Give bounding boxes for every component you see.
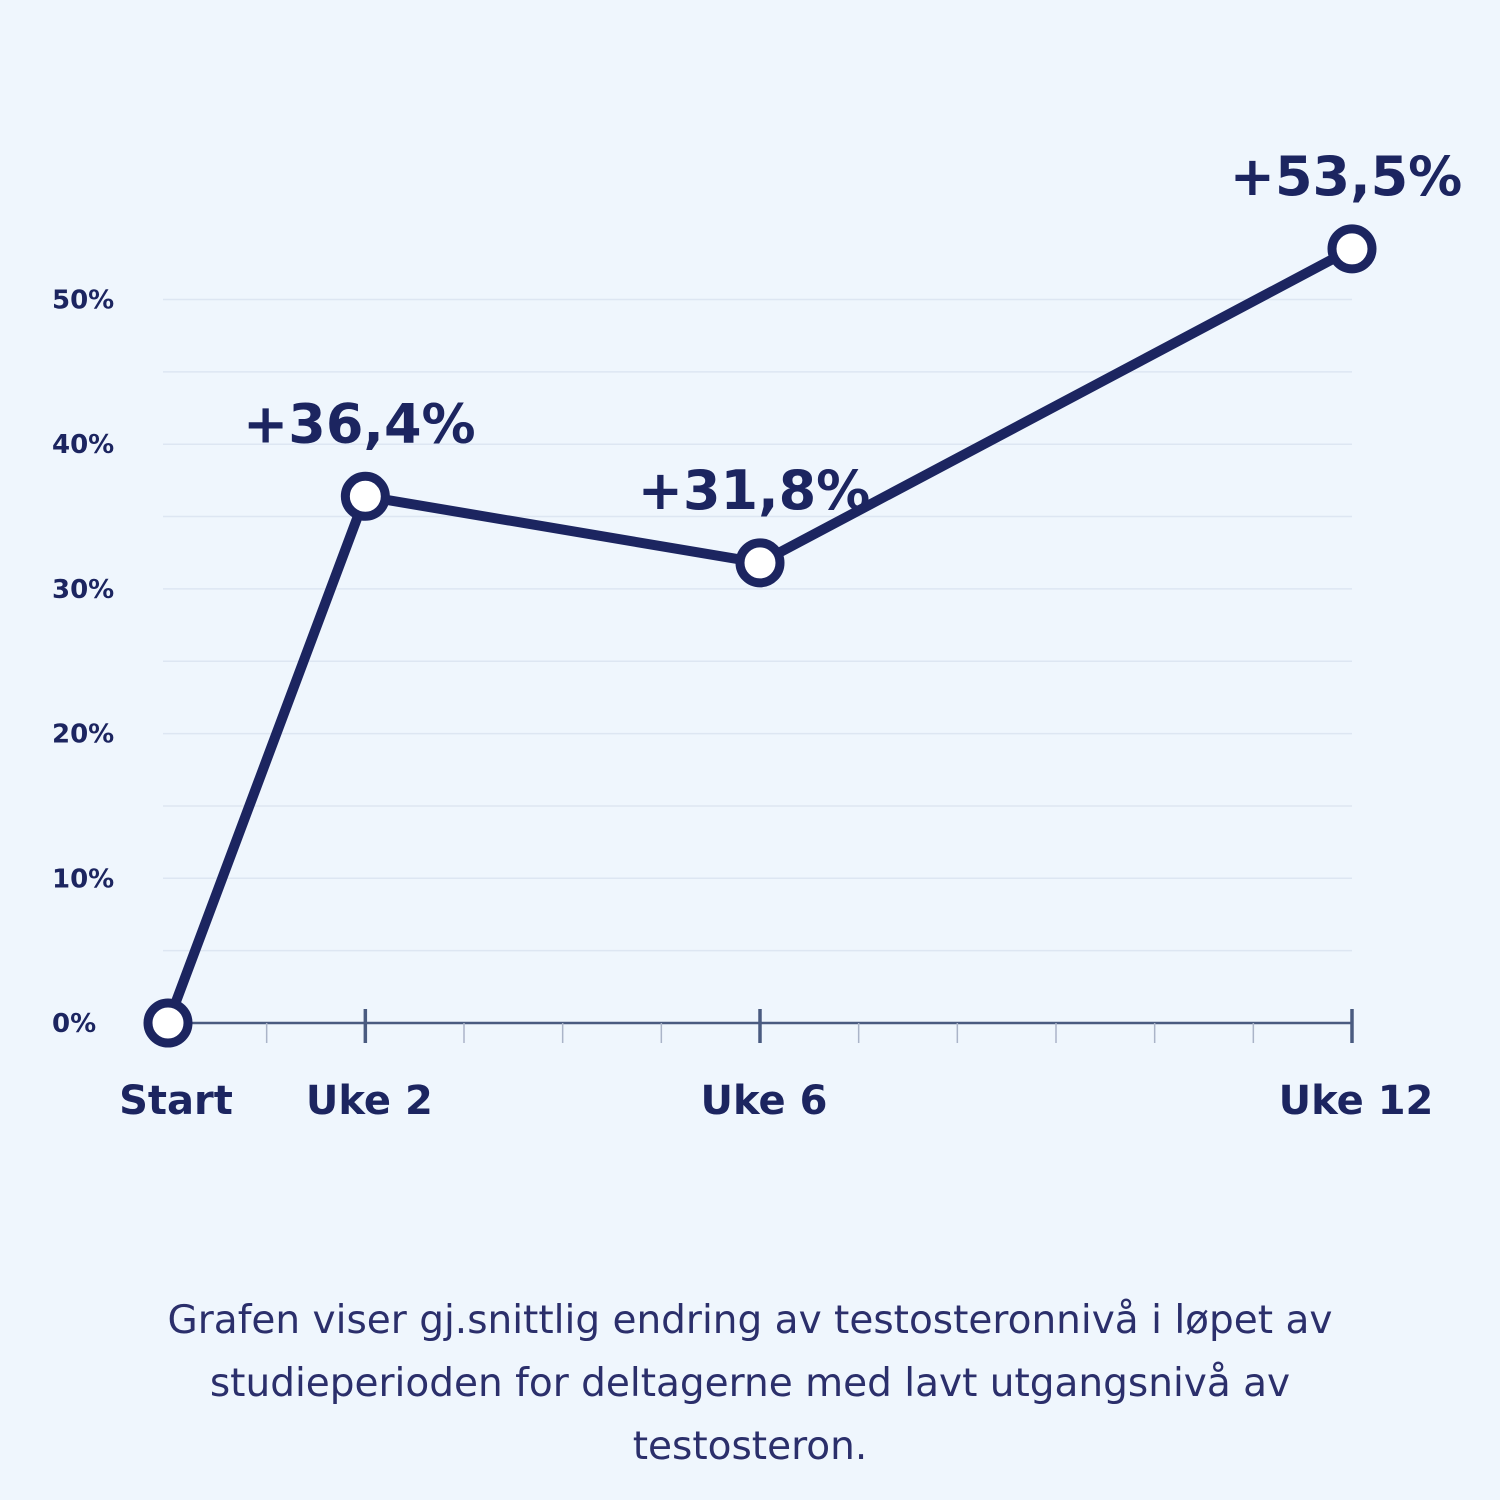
data-points [143,224,1377,1048]
data-label: +36,4% [243,392,476,455]
data-labels: +36,4% +31,8% +53,5% [243,145,1462,522]
x-axis-labels: Start Uke 2 Uke 6 Uke 12 [119,1078,1433,1124]
data-label: +53,5% [1230,145,1463,208]
x-tick-label: Uke 6 [701,1078,828,1124]
y-tick-label: 0% [52,1009,96,1039]
y-tick-label: 30% [52,575,114,605]
chart-caption: Grafen viser gj.snittlig endring av test… [167,1298,1333,1469]
x-axis-major-ticks [363,1009,1354,1043]
data-point [1327,224,1377,274]
x-tick-label: Uke 12 [1279,1078,1434,1124]
y-axis-ticks: 0% 10% 20% 30% 40% 50% [52,286,114,1040]
data-point [735,538,785,588]
x-axis-minor-ticks [265,1023,1255,1043]
line-chart: 0% 10% 20% 30% 40% 50% Start Uke 2 Uke 6 Uke 12 +3… [52,145,1462,1124]
series-line [163,243,1357,1028]
chart-area: 0% 10% 20% 30% 40% 50% Start Uke 2 Uke 6 Uke 12 +3… [52,145,1462,1124]
x-tick-label: Start [119,1078,233,1124]
data-label: +31,8% [638,459,871,522]
data-point [143,998,193,1048]
y-tick-label: 50% [52,286,114,316]
y-tick-label: 40% [52,430,114,460]
y-tick-label: 20% [52,720,114,750]
y-tick-label: 10% [52,864,114,894]
data-point [340,471,390,521]
x-tick-label: Uke 2 [306,1078,433,1124]
